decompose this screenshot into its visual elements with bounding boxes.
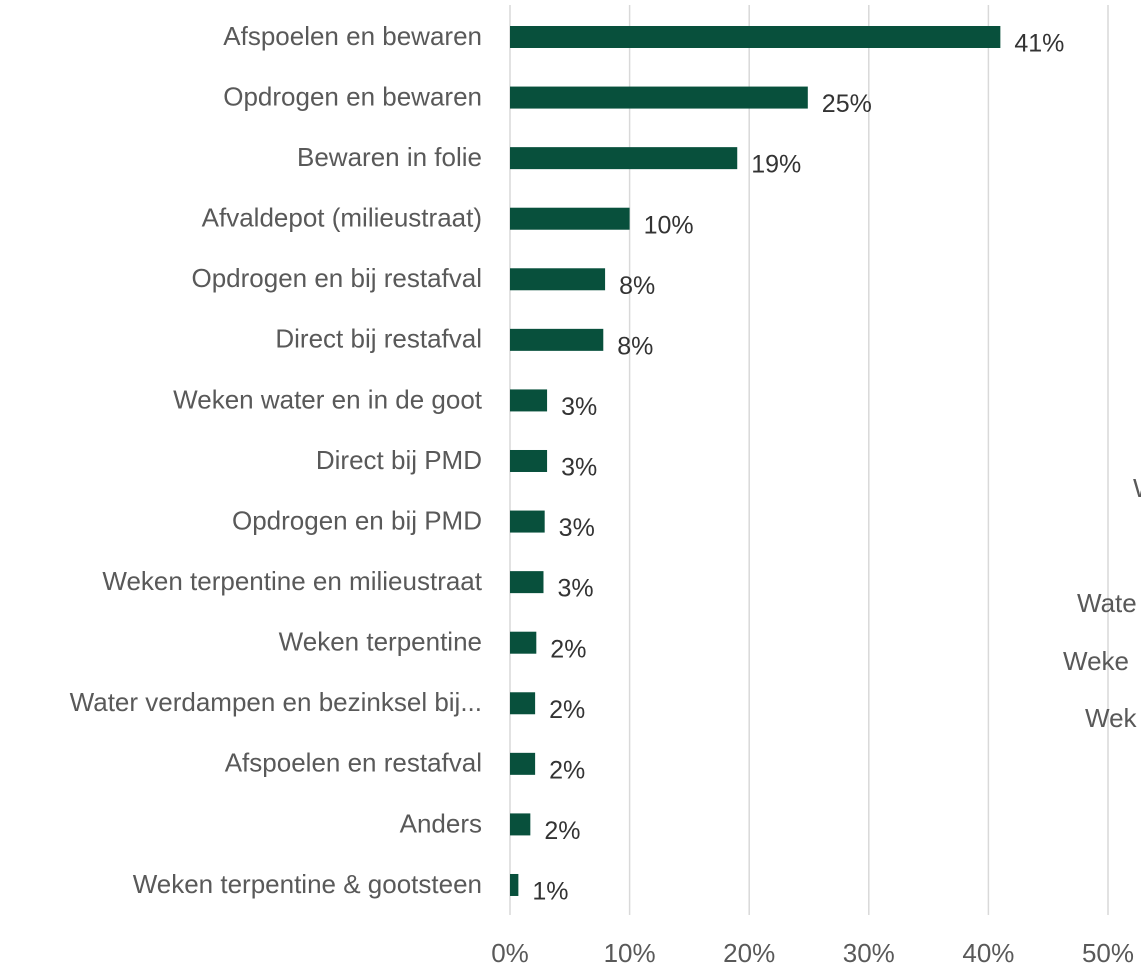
data-label: 8%	[617, 332, 653, 360]
y-tick-label: Weken terpentine	[279, 627, 482, 657]
bar	[510, 510, 545, 533]
x-tick-label: 0%	[491, 938, 529, 968]
x-tick-label: 20%	[723, 938, 775, 968]
x-tick-label: 50%	[1082, 938, 1134, 968]
y-tick-label: Afvaldepot (milieustraat)	[202, 203, 482, 233]
y-tick-label: Weke	[1063, 646, 1129, 676]
bar	[510, 752, 536, 775]
bar	[510, 692, 536, 715]
y-tick-label: Direct bij PMD	[316, 445, 482, 475]
bar	[510, 571, 544, 594]
data-label: 2%	[549, 696, 585, 724]
data-label: 10%	[644, 211, 694, 239]
data-label: 2%	[544, 817, 580, 845]
data-label: 41%	[1014, 30, 1064, 58]
bar	[510, 86, 808, 109]
bar	[510, 631, 537, 654]
data-label: 8%	[619, 272, 655, 300]
bar	[510, 389, 548, 412]
bar	[510, 813, 531, 836]
y-tick-label: Weken terpentine en milieustraat	[102, 566, 482, 596]
bar	[510, 268, 606, 291]
data-label: 3%	[557, 575, 593, 603]
data-label: 25%	[822, 90, 872, 118]
y-tick-label: Wate	[1077, 588, 1137, 618]
x-tick-label: 30%	[843, 938, 895, 968]
data-label: 19%	[751, 151, 801, 179]
y-tick-label: Opdrogen en bij restafval	[191, 263, 482, 293]
y-tick-label: Weken water en in de goot	[173, 384, 483, 414]
bar	[510, 328, 604, 351]
bar	[510, 26, 1001, 48]
y-tick-label: Afspoelen en restafval	[225, 748, 482, 778]
y-tick-label: Opdrogen en bewaren	[223, 81, 482, 111]
y-tick-label: Opdrogen en bij PMD	[232, 505, 482, 535]
data-label: 3%	[561, 393, 597, 421]
y-tick-label: Direct bij restafval	[275, 324, 482, 354]
data-label: 2%	[549, 756, 585, 784]
y-tick-label: Water verdampen en bezinksel bij...	[70, 687, 482, 717]
y-tick-label: Wek	[1085, 703, 1138, 733]
data-label: 3%	[561, 454, 597, 482]
bar	[510, 449, 548, 472]
y-tick-label: W	[1133, 473, 1141, 503]
data-label: 3%	[559, 514, 595, 542]
x-tick-label: 40%	[962, 938, 1014, 968]
bar	[510, 147, 738, 170]
data-label: 1%	[532, 878, 568, 906]
x-tick-label: 10%	[604, 938, 656, 968]
y-tick-label: Afspoelen en bewaren	[223, 21, 482, 51]
bar	[510, 873, 519, 896]
bar	[510, 207, 630, 230]
data-label: 2%	[550, 635, 586, 663]
y-tick-label: Weken terpentine & gootsteen	[133, 869, 482, 899]
y-tick-label: Anders	[400, 808, 482, 838]
y-tick-label: Bewaren in folie	[297, 142, 482, 172]
